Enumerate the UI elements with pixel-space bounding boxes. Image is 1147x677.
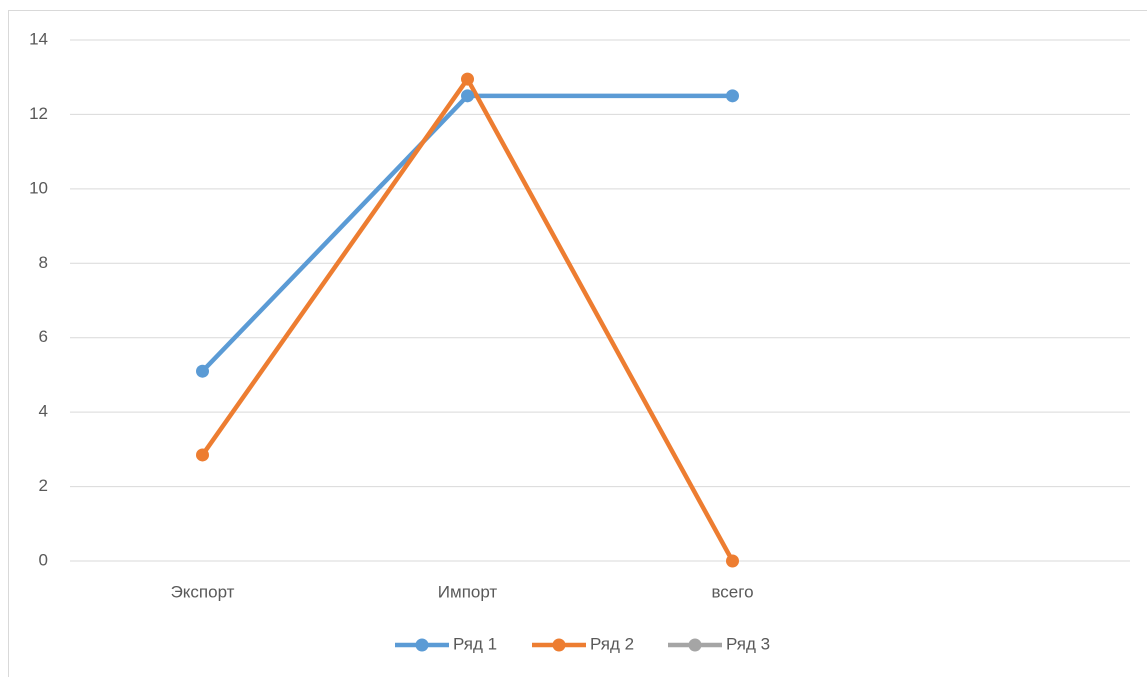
y-tick-label: 8 xyxy=(39,253,48,272)
series-marker xyxy=(196,364,209,378)
legend-label: Ряд 1 xyxy=(453,634,497,653)
legend-marker xyxy=(688,638,702,652)
y-tick-label: 0 xyxy=(39,550,48,569)
series-marker xyxy=(461,72,474,86)
x-tick-label: всего xyxy=(711,582,753,601)
y-tick-label: 2 xyxy=(39,476,48,495)
legend-marker xyxy=(415,638,429,652)
y-tick-label: 10 xyxy=(29,178,48,197)
x-tick-label: Экспорт xyxy=(171,582,235,601)
series-marker xyxy=(461,89,474,103)
x-tick-label: Импорт xyxy=(438,582,498,601)
legend-label: Ряд 2 xyxy=(590,634,634,653)
chart-frame xyxy=(8,10,1147,677)
series-marker xyxy=(726,554,739,568)
series-marker xyxy=(196,448,209,462)
legend-label: Ряд 3 xyxy=(726,634,770,653)
y-tick-label: 6 xyxy=(39,327,48,346)
y-tick-label: 12 xyxy=(29,104,48,123)
y-tick-label: 14 xyxy=(29,29,48,48)
y-tick-label: 4 xyxy=(39,402,48,421)
legend-marker xyxy=(552,638,566,652)
series-marker xyxy=(726,89,739,103)
